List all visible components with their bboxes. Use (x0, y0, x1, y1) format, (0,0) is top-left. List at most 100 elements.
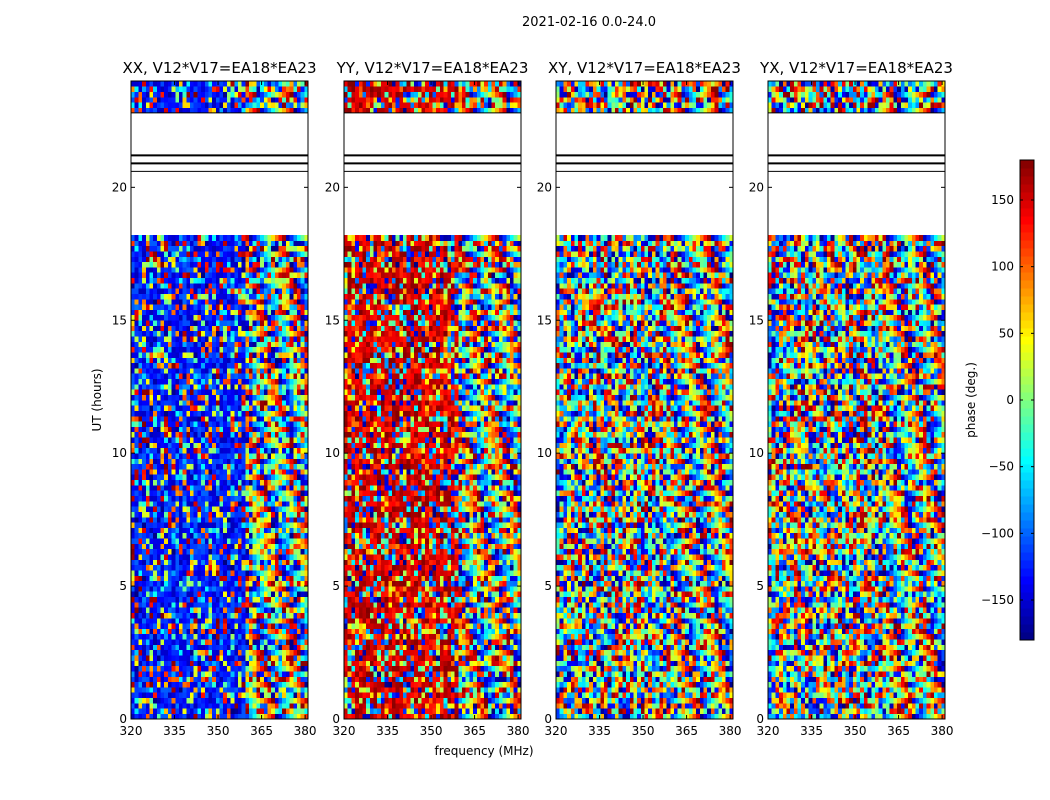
heatmap-cell (186, 336, 191, 342)
heatmap-cell (178, 580, 183, 587)
heatmap-cell (487, 697, 492, 704)
heatmap-cell (296, 495, 301, 502)
heatmap-cell (167, 437, 172, 443)
heatmap-cell (384, 703, 389, 709)
heatmap-cell (160, 373, 165, 380)
heatmap-cell (304, 671, 309, 677)
heatmap-cell (241, 655, 246, 661)
heatmap-cell (160, 357, 165, 364)
heatmap-cell (271, 697, 276, 704)
heatmap-cell (289, 617, 294, 624)
heatmap-cell (167, 400, 172, 406)
heatmap-cell (252, 362, 257, 369)
heatmap-cell (145, 485, 150, 491)
heatmap-cell (263, 437, 268, 443)
heatmap-cell (193, 596, 198, 603)
heatmap-cell (186, 479, 191, 486)
heatmap-cell (285, 267, 290, 273)
heatmap-cell (175, 86, 180, 92)
heatmap-cell (215, 394, 220, 401)
heatmap-cell (484, 692, 489, 699)
heatmap-cell (153, 703, 158, 709)
heatmap-cell (304, 325, 309, 332)
heatmap-cell (282, 304, 287, 310)
heatmap-cell (149, 713, 154, 720)
heatmap-cell (285, 671, 290, 677)
heatmap-cell (249, 384, 253, 390)
heatmap-cell (260, 644, 265, 651)
heatmap-cell (369, 681, 374, 688)
heatmap-cell (193, 554, 198, 560)
heatmap-cell (190, 559, 194, 566)
heatmap-cell (145, 421, 150, 427)
heatmap-cell (153, 660, 158, 667)
heatmap-cell (149, 687, 154, 693)
heatmap-cell (285, 107, 290, 114)
heatmap-cell (476, 697, 481, 704)
heatmap-cell (201, 522, 206, 528)
heatmap-cell (388, 708, 393, 714)
heatmap-cell (282, 548, 287, 555)
heatmap-cell (193, 288, 198, 294)
heatmap-cell (237, 703, 242, 709)
heatmap-cell (230, 357, 235, 364)
heatmap-cell (454, 687, 459, 693)
heatmap-cell (138, 272, 143, 279)
heatmap-cell (131, 463, 135, 470)
heatmap-cell (186, 415, 191, 422)
y-tick-label: 5 (119, 579, 127, 593)
heatmap-cell (193, 639, 198, 645)
heatmap-cell (271, 91, 276, 98)
heatmap-cell (491, 697, 496, 704)
heatmap-cell (230, 485, 235, 491)
heatmap-cell (212, 341, 217, 348)
heatmap-cell (156, 453, 161, 459)
heatmap-cell (175, 304, 180, 310)
heatmap-cell (142, 644, 147, 651)
heatmap-cell (197, 469, 202, 475)
heatmap-cell (260, 469, 265, 475)
heatmap-cell (300, 384, 305, 390)
heatmap-cell (175, 607, 180, 613)
heatmap-cell (171, 612, 176, 619)
heatmap-cell (190, 570, 194, 576)
heatmap-cell (271, 368, 276, 374)
heatmap-cell (178, 362, 183, 369)
heatmap-cell (138, 623, 143, 629)
heatmap-cell (274, 251, 279, 257)
heatmap-cell (293, 575, 298, 582)
heatmap-cell (256, 479, 261, 486)
heatmap-cell (212, 602, 217, 608)
heatmap-cell (252, 320, 257, 326)
heatmap-cell (149, 368, 154, 374)
heatmap-cell (186, 378, 191, 385)
heatmap-cell (153, 107, 158, 114)
heatmap-cell (296, 107, 301, 114)
heatmap-cell (454, 692, 459, 699)
heatmap-cell (260, 314, 265, 321)
heatmap-cell (212, 277, 217, 284)
heatmap-cell (212, 580, 217, 587)
heatmap-cell (252, 341, 257, 348)
heatmap-cell (289, 506, 294, 512)
heatmap-cell (134, 394, 139, 401)
heatmap-cell (164, 639, 169, 645)
heatmap-cell (204, 697, 209, 704)
heatmap-cell (271, 410, 276, 417)
heatmap-cell (267, 261, 272, 268)
heatmap-cell (241, 660, 246, 667)
heatmap-cell (271, 687, 276, 693)
heatmap-cell (271, 511, 276, 518)
heatmap-cell (131, 277, 135, 284)
heatmap-cell (182, 107, 187, 114)
heatmap-cell (260, 570, 265, 576)
heatmap-cell (241, 532, 246, 539)
heatmap-cell (278, 261, 283, 268)
heatmap-cell (237, 447, 242, 454)
heatmap-cell (263, 554, 268, 560)
heatmap-cell (204, 660, 209, 667)
heatmap-cell (134, 506, 139, 512)
heatmap-cell (167, 293, 172, 300)
heatmap-cell (204, 314, 209, 321)
heatmap-cell (197, 692, 202, 699)
